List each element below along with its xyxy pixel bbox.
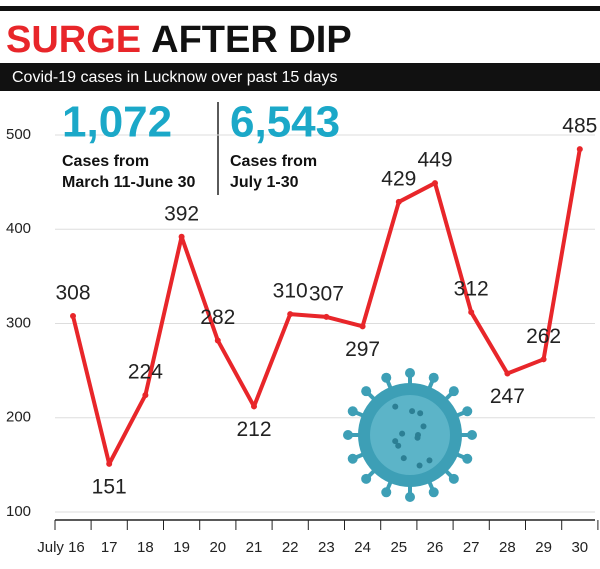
virus-dot [420, 423, 427, 430]
subtitle: Covid-19 cases in Lucknow over past 15 d… [12, 69, 338, 86]
virus-spike-tip [462, 406, 473, 417]
data-point [251, 403, 257, 410]
virus-spike-tip [361, 386, 372, 397]
x-tick-label: 17 [101, 539, 118, 556]
virus-spike-tip [462, 453, 473, 464]
annotation-number: 6,543 [230, 98, 340, 147]
virus-dot [399, 430, 406, 437]
data-point [504, 370, 511, 377]
x-tick-label: 19 [173, 539, 190, 556]
data-label: 282 [200, 306, 235, 329]
data-point [214, 337, 221, 344]
annotation-text: Cases from [62, 153, 149, 170]
data-line [71, 148, 582, 466]
virus-dot [409, 408, 416, 415]
virus-spike-tip [381, 487, 392, 498]
virus-spike-tip [428, 372, 439, 383]
title-highlight: SURGE [6, 19, 141, 61]
x-tick-label: 26 [427, 539, 444, 556]
virus-spike-tip [347, 453, 358, 464]
data-label: 262 [526, 325, 561, 348]
virus-dot [392, 438, 399, 445]
x-tick-label: 23 [318, 539, 335, 556]
x-tick-label: 29 [535, 539, 552, 556]
data-label: 224 [128, 361, 163, 384]
virus-dot [392, 403, 399, 410]
virus-spike-tip [428, 487, 439, 498]
virus-spike-tip [343, 430, 353, 440]
data-label: 308 [55, 282, 90, 305]
data-label: 485 [562, 115, 597, 138]
data-point [359, 323, 366, 330]
x-tick-label: 27 [463, 539, 480, 556]
virus-spike-tip [405, 368, 415, 378]
y-tick-label: 200 [6, 409, 31, 426]
subtitle-bar [0, 63, 600, 91]
virus-core [370, 395, 450, 475]
virus-dot [400, 455, 407, 462]
data-label: 392 [164, 202, 199, 225]
virus-illustration [343, 368, 477, 502]
virus-spike-tip [361, 473, 372, 484]
x-tick-label: 20 [209, 539, 226, 556]
data-label: 151 [92, 475, 127, 498]
y-tick-label: 400 [6, 220, 31, 237]
data-label: 449 [417, 149, 452, 172]
data-label: 247 [490, 385, 525, 408]
data-point [70, 312, 76, 319]
y-tick-label: 500 [6, 126, 31, 143]
virus-dot [395, 442, 402, 449]
data-label: 429 [381, 167, 416, 190]
annotation-text: March 11-June 30 [62, 174, 196, 191]
y-tick-label: 100 [6, 503, 31, 520]
virus-dot [414, 434, 421, 441]
x-tick-label: 24 [354, 539, 371, 556]
annotation-text: July 1-30 [230, 174, 299, 191]
virus-dot [426, 457, 433, 464]
virus-dot [416, 462, 423, 469]
x-tick-label: 28 [499, 539, 516, 556]
virus-spike-tip [467, 430, 477, 440]
data-label: 307 [309, 282, 344, 305]
virus-spike-tip [381, 372, 392, 383]
data-point [287, 311, 294, 318]
x-tick-label: 21 [246, 539, 263, 556]
x-tick-label: July 16 [37, 539, 85, 556]
top-rule [0, 6, 600, 11]
data-point [106, 460, 113, 467]
x-tick-label: 18 [137, 539, 154, 556]
chart-title: AFTER DIP [151, 19, 352, 61]
data-point [323, 313, 330, 320]
data-point [468, 309, 475, 316]
data-label: 297 [345, 338, 380, 361]
y-tick-label: 300 [6, 314, 31, 331]
data-label: 212 [236, 418, 271, 441]
data-label: 312 [454, 278, 489, 301]
data-point [178, 233, 185, 240]
annotation-number: 1,072 [62, 98, 172, 147]
x-tick-label: 30 [571, 539, 588, 556]
x-tick-label: 25 [390, 539, 407, 556]
data-point [432, 180, 438, 187]
data-point [142, 392, 149, 399]
data-point [576, 146, 583, 153]
x-tick-label: 22 [282, 539, 299, 556]
data-point [540, 356, 547, 363]
virus-dot [417, 410, 424, 417]
annotation-text: Cases from [230, 153, 317, 170]
virus-spike-tip [405, 492, 415, 502]
virus-spike-tip [448, 386, 459, 397]
data-point [395, 198, 402, 205]
virus-spike-tip [448, 473, 459, 484]
virus-spike-tip [347, 406, 358, 417]
data-label: 310 [273, 280, 308, 303]
